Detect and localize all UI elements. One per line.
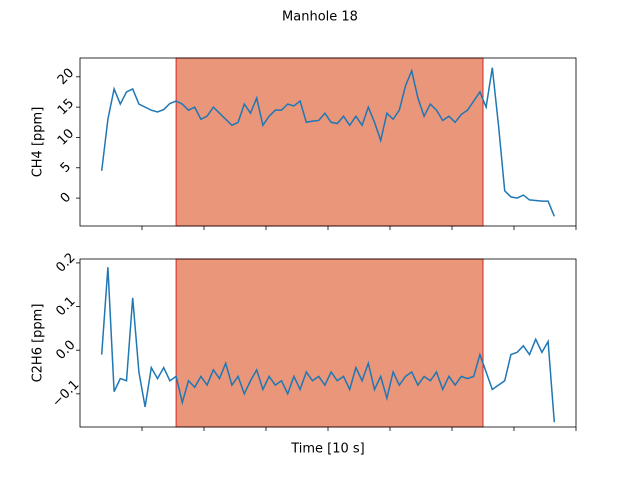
data-line [100,267,556,423]
data-line [100,67,555,217]
y-axis-label: CH4 [ppm] [31,107,46,178]
highlight-span [175,258,484,428]
highlight-span [175,57,484,227]
x-axis-label: Time [10 s] [290,442,365,457]
figure-title: Manhole 18 [282,10,358,25]
y-axis-label: C2H6 [ppm] [31,304,46,383]
